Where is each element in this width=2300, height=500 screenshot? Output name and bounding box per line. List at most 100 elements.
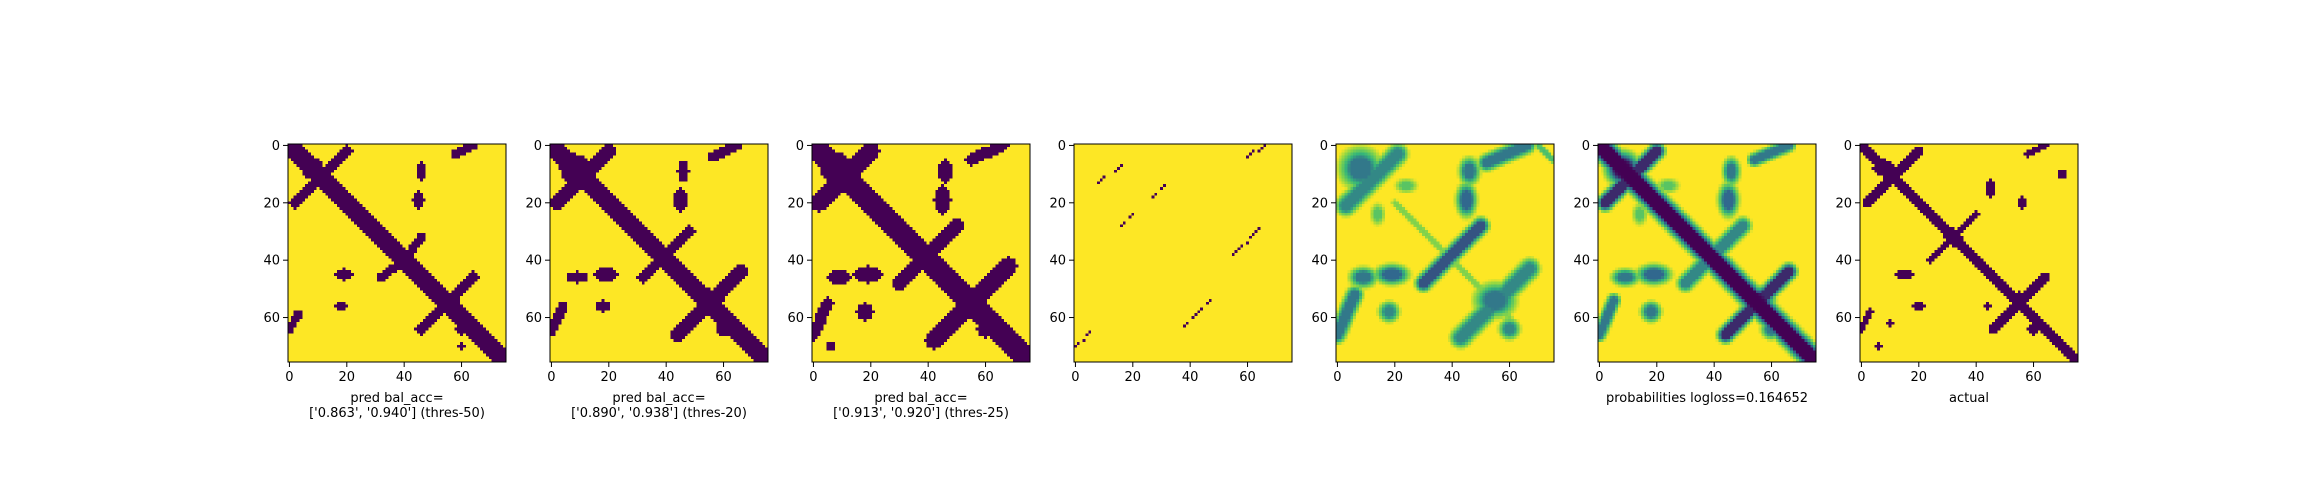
heatmap-cell xyxy=(357,190,360,193)
heatmap-cell xyxy=(495,170,498,173)
heatmap-cell xyxy=(426,282,429,285)
heatmap-cell xyxy=(466,178,469,181)
heatmap-cell xyxy=(443,247,446,250)
heatmap-cell xyxy=(302,233,305,236)
heatmap-cell xyxy=(489,256,492,259)
heatmap-cell xyxy=(340,285,343,288)
heatmap-cell xyxy=(408,287,411,290)
heatmap-cell xyxy=(297,310,300,313)
heatmap-cell xyxy=(449,256,452,259)
heatmap-cell xyxy=(322,262,325,265)
heatmap-cell xyxy=(429,155,432,158)
heatmap-cell xyxy=(354,242,357,245)
heatmap-cell xyxy=(417,193,420,196)
heatmap-cell xyxy=(320,279,323,282)
heatmap-cell xyxy=(302,178,305,181)
heatmap-cell xyxy=(348,267,351,270)
heatmap-cell xyxy=(374,262,377,265)
heatmap-cell xyxy=(452,290,455,293)
heatmap-cell xyxy=(371,147,374,150)
heatmap-cell xyxy=(495,184,498,187)
heatmap-cell xyxy=(383,282,386,285)
heatmap-cell xyxy=(348,282,351,285)
heatmap-cell xyxy=(417,230,420,233)
heatmap-cell xyxy=(486,242,489,245)
heatmap-cell xyxy=(368,259,371,262)
heatmap-cell xyxy=(417,170,420,173)
heatmap-cell xyxy=(322,299,325,302)
heatmap-cell xyxy=(463,170,466,173)
heatmap-cell xyxy=(317,155,320,158)
heatmap-cell xyxy=(426,302,429,305)
heatmap-cell xyxy=(483,196,486,199)
heatmap-cell xyxy=(446,170,449,173)
heatmap-cell xyxy=(449,184,452,187)
heatmap-cell xyxy=(406,155,409,158)
heatmap-cell xyxy=(454,270,457,273)
heatmap-cell xyxy=(328,187,331,190)
heatmap-cell xyxy=(374,178,377,181)
heatmap-cell xyxy=(351,287,354,290)
heatmap-cell xyxy=(311,285,314,288)
heatmap-cell xyxy=(403,273,406,276)
heatmap-cell xyxy=(426,273,429,276)
heatmap-cell xyxy=(345,196,348,199)
heatmap-cell xyxy=(463,305,466,308)
heatmap-cell xyxy=(495,285,498,288)
heatmap-cell xyxy=(403,259,406,262)
heatmap-cell xyxy=(391,193,394,196)
heatmap-cell xyxy=(354,299,357,302)
heatmap-cell xyxy=(343,276,346,279)
heatmap-cell xyxy=(397,282,400,285)
heatmap-cell xyxy=(345,150,348,153)
heatmap-cell xyxy=(291,236,294,239)
heatmap-cell xyxy=(397,216,400,219)
heatmap-cell xyxy=(483,250,486,253)
heatmap-cell xyxy=(291,150,294,153)
heatmap-cell xyxy=(486,290,489,293)
heatmap-cell xyxy=(466,296,469,299)
heatmap-cell xyxy=(371,296,374,299)
heatmap-cell xyxy=(388,242,391,245)
heatmap-cell xyxy=(483,213,486,216)
heatmap-cell xyxy=(368,219,371,222)
heatmap-cell xyxy=(400,164,403,167)
heatmap-cell xyxy=(314,264,317,267)
heatmap-cell xyxy=(308,253,311,256)
heatmap-cell xyxy=(363,250,366,253)
heatmap-cell xyxy=(454,230,457,233)
heatmap-cell xyxy=(497,285,500,288)
heatmap-cell xyxy=(294,293,297,296)
heatmap-cell xyxy=(291,184,294,187)
heatmap-cell xyxy=(337,161,340,164)
heatmap-cell xyxy=(299,282,302,285)
heatmap-cell xyxy=(480,270,483,273)
heatmap-cell xyxy=(406,250,409,253)
heatmap-cell xyxy=(497,221,500,224)
heatmap-cell xyxy=(305,233,308,236)
heatmap-cell xyxy=(368,193,371,196)
heatmap-cell xyxy=(446,305,449,308)
heatmap-cell xyxy=(380,233,383,236)
heatmap-cell xyxy=(426,259,429,262)
heatmap-cell xyxy=(291,279,294,282)
heatmap-cell xyxy=(437,204,440,207)
heatmap-cell xyxy=(408,293,411,296)
heatmap-cell xyxy=(337,279,340,282)
heatmap-cell xyxy=(414,256,417,259)
heatmap-cell xyxy=(374,256,377,259)
heatmap-cell xyxy=(437,244,440,247)
heatmap-cell xyxy=(314,199,317,202)
heatmap-cell xyxy=(480,170,483,173)
heatmap-cell xyxy=(383,193,386,196)
heatmap-cell xyxy=(403,262,406,265)
heatmap-cell xyxy=(345,193,348,196)
heatmap-cell xyxy=(466,242,469,245)
heatmap-cell xyxy=(377,221,380,224)
heatmap-cell xyxy=(452,270,455,273)
heatmap-cell xyxy=(460,256,463,259)
heatmap-cell xyxy=(380,187,383,190)
heatmap-cell xyxy=(391,313,394,316)
heatmap-cell xyxy=(365,299,368,302)
heatmap-cell xyxy=(322,276,325,279)
